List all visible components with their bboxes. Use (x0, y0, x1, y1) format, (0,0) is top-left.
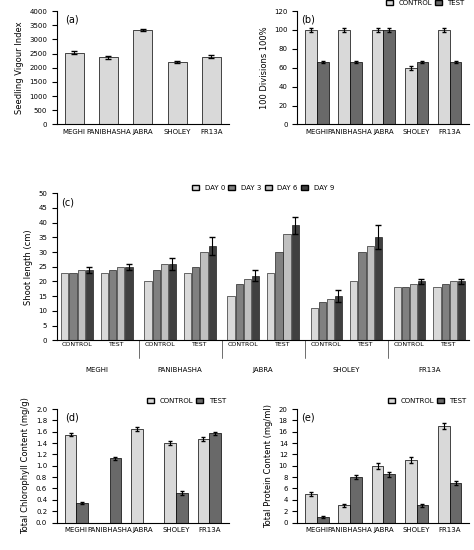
Bar (86, 270, 93, 340)
Bar (76, 503, 88, 522)
Bar (405, 68, 417, 124)
Bar (164, 443, 176, 522)
Bar (109, 270, 117, 340)
Bar (358, 252, 365, 340)
Text: (c): (c) (61, 197, 74, 207)
Text: FR13A: FR13A (418, 367, 440, 373)
Bar (228, 296, 235, 340)
Bar (305, 30, 317, 124)
Bar (292, 226, 299, 340)
Text: SHOLEY: SHOLEY (332, 367, 360, 373)
Bar (202, 57, 221, 124)
Bar (310, 308, 318, 340)
Bar (433, 288, 440, 340)
Bar (169, 264, 176, 340)
Bar (252, 276, 259, 340)
Y-axis label: Shoot length (cm): Shoot length (cm) (24, 229, 33, 305)
Bar (161, 264, 168, 340)
Bar (209, 433, 221, 522)
Bar (236, 284, 243, 340)
Bar (118, 267, 125, 340)
Bar (62, 273, 69, 340)
Bar (417, 505, 428, 522)
Bar (327, 299, 334, 340)
Text: PANIBHASHA: PANIBHASHA (158, 367, 202, 373)
Text: (e): (e) (301, 412, 314, 422)
Bar (441, 284, 448, 340)
Y-axis label: Total Protein Content (mg/ml): Total Protein Content (mg/ml) (264, 404, 273, 528)
Bar (319, 302, 326, 340)
Bar (372, 30, 383, 124)
Bar (133, 30, 152, 124)
Y-axis label: Total Chlorophyll Content (mg/g): Total Chlorophyll Content (mg/g) (21, 397, 30, 534)
Bar (267, 273, 274, 340)
Bar (184, 273, 191, 340)
Bar (450, 483, 462, 522)
Bar (449, 282, 456, 340)
Bar (383, 30, 395, 124)
Bar (99, 57, 118, 124)
Bar (70, 273, 77, 340)
Bar (450, 62, 462, 124)
Bar (317, 62, 328, 124)
Bar (145, 282, 152, 340)
Bar (350, 282, 357, 340)
Legend: CONTROL, TEST: CONTROL, TEST (145, 395, 228, 407)
Bar (101, 273, 109, 340)
Bar (366, 246, 374, 340)
Text: (b): (b) (301, 14, 315, 24)
Bar (350, 62, 362, 124)
Y-axis label: Seedling Vigour Index: Seedling Vigour Index (15, 21, 24, 114)
Bar (372, 466, 383, 522)
Bar (64, 434, 76, 522)
Bar (393, 288, 401, 340)
Bar (192, 267, 200, 340)
Bar (405, 460, 417, 522)
Bar (317, 517, 328, 522)
Bar (109, 458, 121, 522)
Bar (338, 505, 350, 522)
Bar (383, 474, 395, 522)
Bar (283, 234, 291, 340)
Bar (176, 493, 188, 522)
Bar (305, 494, 317, 522)
Bar (438, 426, 450, 522)
Bar (275, 252, 283, 340)
Text: (a): (a) (65, 14, 79, 24)
Bar (350, 477, 362, 522)
Bar (131, 429, 143, 522)
Bar (418, 282, 425, 340)
Bar (335, 296, 342, 340)
Text: (d): (d) (65, 412, 79, 422)
Bar (374, 237, 382, 340)
Bar (198, 439, 209, 522)
Bar (244, 278, 251, 340)
Legend: DAY 0, DAY 3, DAY 6, DAY 9: DAY 0, DAY 3, DAY 6, DAY 9 (189, 182, 337, 193)
Bar (338, 30, 350, 124)
Bar (153, 270, 160, 340)
Bar (401, 288, 409, 340)
Text: MEGHI: MEGHI (85, 367, 109, 373)
Legend: CONTROL, TEST: CONTROL, TEST (385, 395, 469, 407)
Bar (417, 62, 428, 124)
Legend: CONTROL, TEST: CONTROL, TEST (383, 0, 467, 9)
Bar (78, 270, 85, 340)
Bar (64, 53, 83, 124)
Bar (209, 246, 216, 340)
Bar (168, 62, 187, 124)
Text: JABRA: JABRA (253, 367, 273, 373)
Bar (201, 252, 208, 340)
Bar (410, 284, 417, 340)
Bar (457, 282, 465, 340)
Y-axis label: 100 Divisions 100%: 100 Divisions 100% (260, 26, 269, 109)
Bar (126, 267, 133, 340)
Bar (438, 30, 450, 124)
